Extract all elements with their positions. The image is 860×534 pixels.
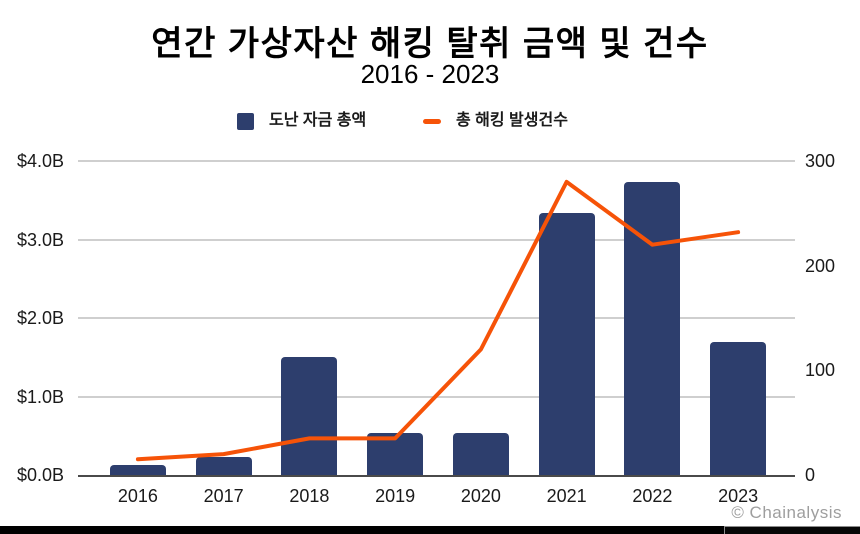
x-tick-2020: 2020 (460, 486, 501, 506)
bar-2016 (109, 464, 166, 475)
bar-series-swatch-icon (237, 112, 254, 130)
right-axis-tick: 100 (805, 360, 836, 381)
bar-2021 (538, 212, 595, 475)
page-subtitle: 2016 - 2023 (360, 59, 500, 89)
bar-slot-2016 (95, 161, 181, 475)
gridline (78, 317, 795, 319)
legend: 도난 자금 총액 총 해킹 발생건수 (0, 112, 860, 132)
bottom-bar (0, 526, 860, 534)
bar-2023 (710, 341, 767, 475)
bar-2020 (452, 433, 509, 475)
legend-item-hack-count: 총 해킹 발생건수 (423, 112, 568, 130)
left-axis-tick: $4.0B (16, 151, 64, 171)
left-axis-tick: $1.0B (16, 386, 64, 407)
bar-slot-2020 (438, 161, 524, 475)
right-axis-tick: 200 (805, 255, 836, 276)
bar-2018 (281, 357, 338, 475)
right-axis-tick: 0 (805, 465, 816, 485)
bars-layer (95, 161, 781, 475)
gridline (78, 160, 795, 162)
right-axis-tick: 300 (805, 151, 836, 171)
x-tick-2022: 2022 (632, 486, 673, 506)
legend-item-stolen-funds: 도난 자금 총액 (237, 112, 366, 130)
attribution: © Chainalysis (731, 503, 842, 522)
x-tick-2017: 2017 (203, 486, 244, 506)
gridline (78, 238, 795, 241)
scrubber-segment[interactable] (724, 526, 860, 534)
bar-slot-2021 (524, 161, 610, 475)
left-axis-tick: $0.0B (16, 465, 64, 485)
bar-2017 (195, 456, 252, 475)
bar-slot-2023 (695, 161, 781, 475)
x-tick-2019: 2019 (375, 486, 416, 506)
line-series-swatch-icon (423, 118, 441, 124)
x-tick-2023: 2023 (718, 486, 759, 506)
legend-label-hack-count: 총 해킹 발생건수 (456, 112, 568, 129)
page-title: 연간 가상자산 해킹 탈취 금액 및 건수 (151, 25, 709, 63)
legend-label-stolen-funds: 도난 자금 총액 (269, 112, 367, 129)
bar-slot-2017 (181, 161, 267, 475)
left-axis-tick: $3.0B (16, 229, 64, 250)
x-tick-2021: 2021 (546, 486, 587, 506)
hack-count-line (135, 179, 741, 462)
left-axis-tick: $2.0B (16, 308, 64, 328)
x-tick-2018: 2018 (289, 486, 330, 506)
hack-count-line-layer (135, 179, 741, 462)
bar-slot-2018 (267, 161, 353, 475)
plot-area (78, 160, 795, 477)
x-tick-2016: 2016 (117, 486, 158, 506)
